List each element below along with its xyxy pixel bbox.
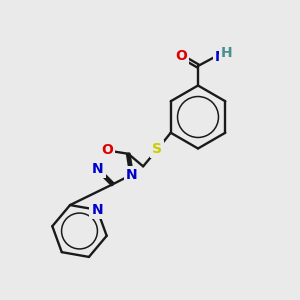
Text: O: O bbox=[101, 143, 113, 158]
Text: N: N bbox=[92, 203, 103, 217]
Text: N: N bbox=[126, 168, 137, 182]
Text: S: S bbox=[152, 142, 162, 156]
Text: H: H bbox=[221, 46, 232, 60]
Text: N: N bbox=[215, 50, 227, 64]
Text: N: N bbox=[92, 162, 103, 176]
Text: O: O bbox=[175, 49, 187, 63]
